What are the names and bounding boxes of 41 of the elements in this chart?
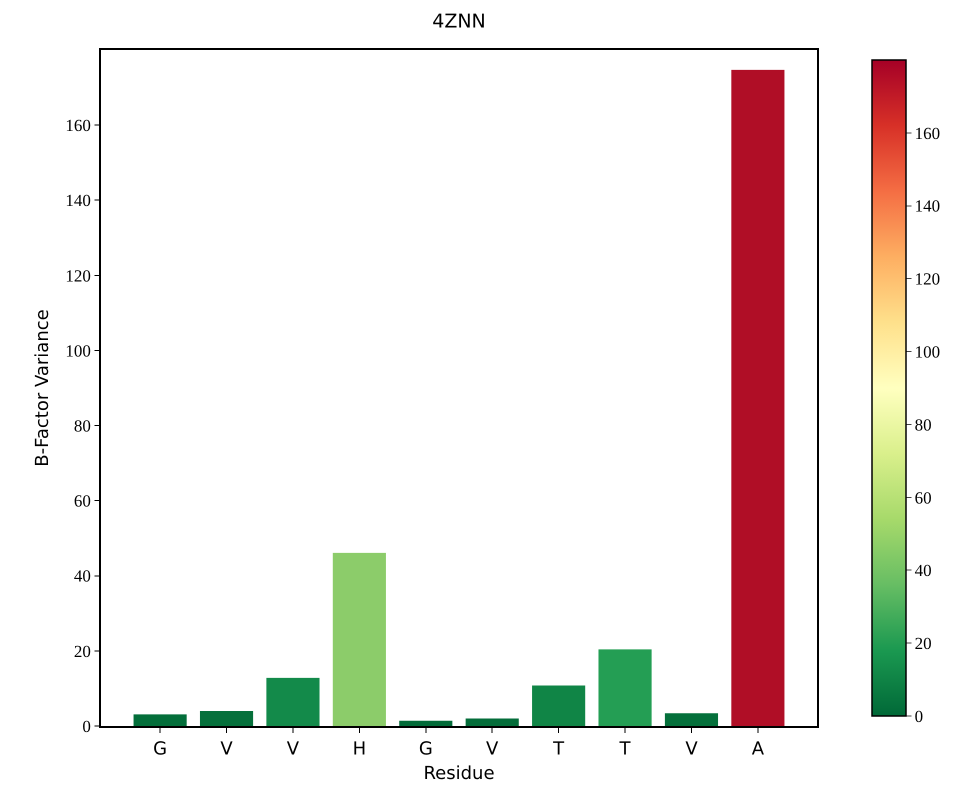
bar: [598, 649, 652, 726]
color-bar-label: 0: [914, 706, 924, 726]
y-axis-title: B-Factor Variance: [32, 309, 54, 467]
y-tick-label: 100: [65, 341, 91, 360]
bar: [200, 710, 254, 726]
x-tick-label: G: [418, 738, 433, 760]
x-tick-label: V: [486, 738, 500, 760]
chart-title: 4ZNN: [432, 10, 486, 32]
bar: [399, 720, 452, 726]
color-bar-label: 80: [914, 415, 932, 434]
x-tick-label: V: [286, 738, 300, 760]
y-tick-label: 60: [74, 492, 91, 511]
y-tick-label: 80: [74, 416, 91, 436]
bar: [332, 552, 386, 726]
x-tick-label: H: [352, 738, 366, 760]
color-bar-label: 40: [914, 561, 932, 580]
bar: [731, 70, 784, 726]
y-tick-label: 0: [82, 716, 91, 736]
x-tick-label: A: [752, 738, 765, 760]
bar: [532, 685, 586, 726]
y-tick-label: 20: [74, 642, 91, 661]
x-tick-label: V: [685, 738, 698, 760]
y-tick-label: 140: [65, 191, 91, 210]
bar: [664, 713, 718, 726]
y-tick-label: 120: [65, 266, 91, 286]
x-axis-title: Residue: [423, 762, 495, 784]
color-bar-label: 160: [914, 124, 940, 143]
bar: [466, 718, 519, 726]
bar: [266, 678, 320, 726]
x-tick-label: G: [153, 738, 168, 760]
color-bar-label: 140: [914, 196, 940, 216]
color-bar-label: 100: [914, 342, 940, 362]
y-tick-label: 40: [74, 566, 91, 586]
color-bar-label: 60: [914, 488, 932, 508]
bar: [134, 714, 187, 726]
y-tick-label: 160: [65, 116, 91, 136]
x-tick-label: T: [618, 738, 632, 760]
x-tick-label: V: [220, 738, 234, 760]
color-bar-label: 120: [914, 270, 940, 289]
color-bar-label: 20: [914, 634, 932, 654]
x-tick-label: T: [552, 738, 566, 760]
